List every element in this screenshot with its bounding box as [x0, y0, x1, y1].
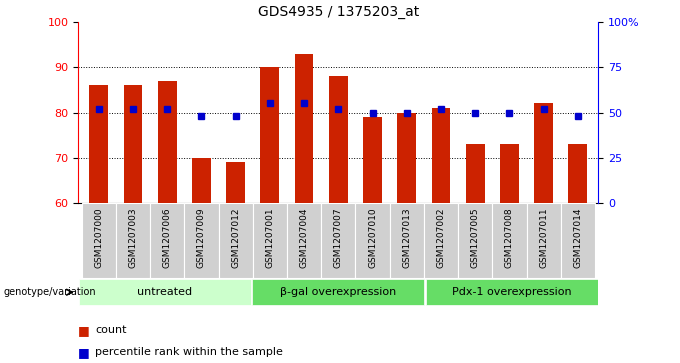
Text: GSM1207014: GSM1207014: [573, 207, 582, 268]
Bar: [424, 203, 458, 278]
Bar: [82, 203, 116, 278]
Bar: [124, 85, 142, 203]
Bar: [466, 144, 485, 203]
Bar: [329, 76, 347, 203]
Text: count: count: [95, 325, 126, 335]
Text: Pdx-1 overexpression: Pdx-1 overexpression: [452, 287, 571, 297]
Bar: [150, 203, 184, 278]
Text: ■: ■: [78, 346, 90, 359]
Bar: [426, 279, 598, 305]
Bar: [526, 203, 561, 278]
Bar: [492, 203, 526, 278]
Bar: [226, 162, 245, 203]
Text: GSM1207000: GSM1207000: [95, 207, 103, 268]
Bar: [397, 113, 416, 203]
Bar: [158, 81, 177, 203]
Bar: [356, 203, 390, 278]
Bar: [184, 203, 218, 278]
Text: GSM1207012: GSM1207012: [231, 207, 240, 268]
Text: GSM1207002: GSM1207002: [437, 207, 445, 268]
Bar: [568, 144, 588, 203]
Text: GSM1207006: GSM1207006: [163, 207, 171, 268]
Bar: [287, 203, 321, 278]
Text: ■: ■: [78, 324, 90, 337]
Bar: [260, 67, 279, 203]
Bar: [192, 158, 211, 203]
Text: GSM1207005: GSM1207005: [471, 207, 479, 268]
Text: GSM1207008: GSM1207008: [505, 207, 514, 268]
Text: percentile rank within the sample: percentile rank within the sample: [95, 347, 283, 357]
Bar: [458, 203, 492, 278]
Text: GSM1207009: GSM1207009: [197, 207, 206, 268]
Bar: [218, 203, 253, 278]
Bar: [390, 203, 424, 278]
Text: GSM1207013: GSM1207013: [403, 207, 411, 268]
Text: β-gal overexpression: β-gal overexpression: [280, 287, 396, 297]
Bar: [534, 103, 553, 203]
Text: GSM1207007: GSM1207007: [334, 207, 343, 268]
Text: GSM1207001: GSM1207001: [265, 207, 274, 268]
Bar: [561, 203, 595, 278]
Text: GSM1207004: GSM1207004: [300, 207, 309, 268]
Text: untreated: untreated: [137, 287, 192, 297]
Bar: [89, 85, 108, 203]
Bar: [253, 203, 287, 278]
Bar: [363, 117, 382, 203]
Bar: [116, 203, 150, 278]
Title: GDS4935 / 1375203_at: GDS4935 / 1375203_at: [258, 5, 419, 19]
Bar: [500, 144, 519, 203]
Text: GSM1207003: GSM1207003: [129, 207, 137, 268]
Bar: [252, 279, 424, 305]
Text: GSM1207010: GSM1207010: [368, 207, 377, 268]
Bar: [79, 279, 251, 305]
Bar: [294, 53, 313, 203]
Text: GSM1207011: GSM1207011: [539, 207, 548, 268]
Text: genotype/variation: genotype/variation: [3, 287, 96, 297]
Bar: [432, 108, 450, 203]
Bar: [321, 203, 356, 278]
